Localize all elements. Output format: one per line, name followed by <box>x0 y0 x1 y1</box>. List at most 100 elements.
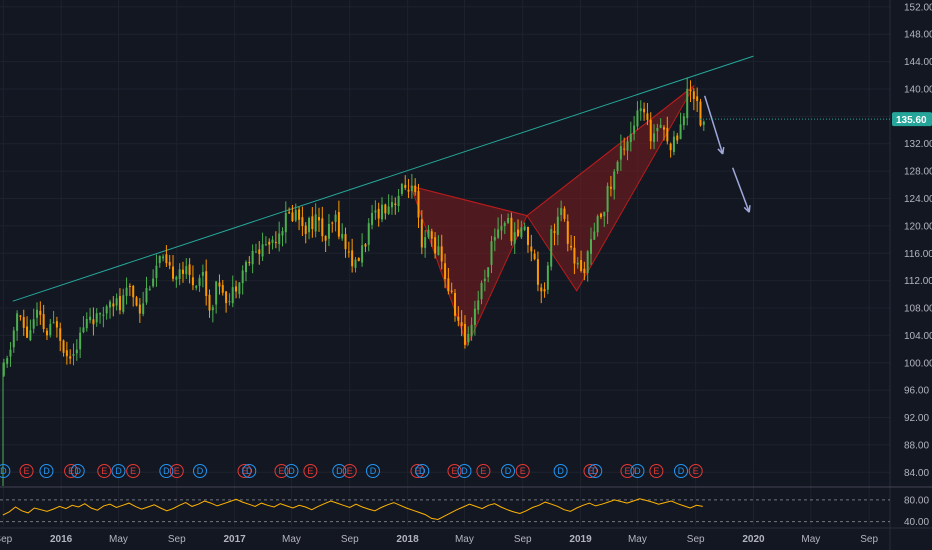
dividend-marker[interactable]: D <box>588 464 603 478</box>
earnings-marker[interactable]: E <box>19 464 34 478</box>
earnings-marker[interactable]: E <box>620 464 635 478</box>
dividend-marker[interactable]: D <box>111 464 126 478</box>
price-tick-label: 112.00 <box>904 276 932 287</box>
candle-body <box>2 362 5 376</box>
dividend-marker[interactable]: D <box>0 464 11 478</box>
earnings-marker[interactable]: E <box>342 464 357 478</box>
candle-body <box>590 239 593 254</box>
event-marker-ring <box>303 464 318 478</box>
candle-body <box>473 308 476 325</box>
earnings-marker[interactable]: E <box>303 464 318 478</box>
candle-body <box>92 319 95 325</box>
dividend-marker[interactable]: D <box>630 464 645 478</box>
price-tick-label: 104.00 <box>904 331 932 342</box>
earnings-marker[interactable]: E <box>169 464 184 478</box>
event-marker-label: E <box>174 466 180 476</box>
candlestick-series <box>2 77 705 486</box>
price-tick-label: 132.00 <box>904 139 932 150</box>
time-tick-label: May <box>628 534 647 545</box>
time-axis[interactable]: Sep 2016 May Sep 2017 May Sep 2018 May Sep 2019 May… <box>0 527 932 545</box>
candle-body <box>195 285 198 288</box>
candle-body <box>566 221 569 244</box>
event-marker-ring <box>284 464 299 478</box>
candle-body <box>334 214 337 222</box>
event-marker-label: E <box>347 466 353 476</box>
candle-body <box>69 356 72 359</box>
candle-body <box>251 250 254 265</box>
time-tick-label: 2016 <box>50 534 73 545</box>
candle-body <box>536 259 539 285</box>
candle-body <box>490 241 493 265</box>
projection-arrow-line[interactable] <box>731 167 750 213</box>
dividend-marker[interactable]: D <box>159 464 174 478</box>
earnings-marker[interactable]: E <box>515 464 530 478</box>
projection-arrow-line[interactable] <box>703 95 724 155</box>
earnings-marker[interactable]: E <box>126 464 141 478</box>
dividend-marker[interactable]: D <box>501 464 516 478</box>
candle-body <box>470 324 473 337</box>
candle-body <box>414 185 417 193</box>
candle-body <box>291 212 294 221</box>
dividend-marker[interactable]: D <box>365 464 380 478</box>
candle-body <box>235 286 238 292</box>
candle-body <box>152 278 155 287</box>
dividend-marker[interactable]: D <box>70 464 85 478</box>
event-marker-ring <box>70 464 85 478</box>
event-marker-label: D <box>634 466 641 476</box>
dividend-marker[interactable]: D <box>415 464 430 478</box>
dividend-marker[interactable]: D <box>39 464 54 478</box>
event-marker-label: D <box>246 466 253 476</box>
earnings-marker[interactable]: E <box>410 464 425 478</box>
candle-body <box>682 116 685 126</box>
dividend-marker[interactable]: D <box>332 464 347 478</box>
event-marker-label: E <box>242 466 248 476</box>
candle-body <box>148 288 151 290</box>
dividend-marker[interactable]: D <box>192 464 207 478</box>
earnings-marker[interactable]: E <box>447 464 462 478</box>
candle-body <box>258 249 261 254</box>
earnings-marker[interactable]: E <box>688 464 703 478</box>
candle-body <box>520 227 523 238</box>
event-markers[interactable]: D E D E D E D E D E D ED E D E D E D ED E D E D E D ED E D E D E <box>0 464 703 478</box>
dividend-marker[interactable]: D <box>284 464 299 478</box>
earnings-marker[interactable]: E <box>476 464 491 478</box>
dividend-marker[interactable]: D <box>674 464 689 478</box>
price-axis[interactable]: 152.00148.00144.00140.00136.00132.00128.… <box>889 0 932 550</box>
event-marker-ring <box>342 464 357 478</box>
earnings-marker[interactable]: E <box>649 464 664 478</box>
candle-body <box>155 265 158 279</box>
earnings-marker[interactable]: E <box>274 464 289 478</box>
event-marker-ring <box>649 464 664 478</box>
time-tick-label: Sep <box>0 534 13 545</box>
rsi-pane[interactable]: 80.00 40.00 <box>0 486 932 528</box>
projection-arrows[interactable] <box>703 95 751 213</box>
candle-body <box>281 231 284 236</box>
event-marker-label: D <box>163 466 170 476</box>
candle-body <box>420 219 423 248</box>
event-marker-label: E <box>415 466 421 476</box>
candle-body <box>168 261 171 266</box>
candle-body <box>361 245 364 263</box>
event-marker-ring <box>688 464 703 478</box>
candle-body <box>218 282 221 287</box>
earnings-marker[interactable]: E <box>97 464 112 478</box>
trendline-segment[interactable] <box>12 55 754 302</box>
event-marker-ring <box>447 464 462 478</box>
time-tick-label: 2020 <box>742 534 765 545</box>
event-marker-ring <box>126 464 141 478</box>
candle-body <box>394 203 397 206</box>
candle-body <box>487 267 490 278</box>
dividend-marker[interactable]: D <box>457 464 472 478</box>
candle-body <box>261 244 264 257</box>
dividend-marker[interactable]: D <box>553 464 568 478</box>
earnings-marker[interactable]: E <box>237 464 252 478</box>
dividend-marker[interactable]: D <box>242 464 257 478</box>
pattern-leg <box>526 85 695 217</box>
candle-body <box>82 327 85 333</box>
candle-body <box>118 296 121 311</box>
candle-body <box>185 266 188 275</box>
trendline[interactable] <box>12 55 754 302</box>
candle-body <box>623 148 626 150</box>
earnings-marker[interactable]: E <box>583 464 598 478</box>
